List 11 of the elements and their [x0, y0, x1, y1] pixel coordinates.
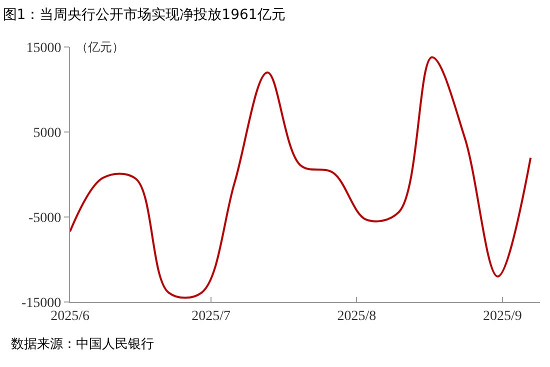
source-note: 数据来源：中国人民银行 [11, 337, 154, 352]
y-tick-label: 15000 [26, 40, 62, 56]
x-tick-label: 2025/9 [482, 308, 522, 324]
y-tick-label: -5000 [28, 210, 62, 226]
y-tick-label: -15000 [22, 296, 62, 311]
x-tick-label: 2025/8 [337, 308, 376, 324]
chart-title: 图1：当周央行公开市场实现净投放1961亿元 [2, 6, 286, 23]
x-tick-label: 2025/6 [50, 308, 90, 324]
y-axis-title: （亿元） [76, 40, 124, 54]
x-tick-label: 2025/7 [192, 308, 230, 324]
y-tick-label: 5000 [33, 126, 62, 141]
